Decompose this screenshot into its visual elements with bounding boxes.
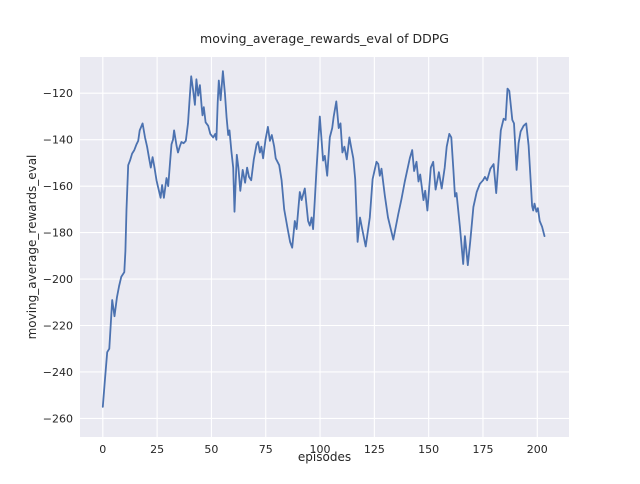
y-tick-label: −120: [43, 87, 73, 100]
x-tick-label: 200: [527, 443, 548, 456]
y-axis-label: moving_average_rewards_eval: [25, 154, 39, 340]
x-tick-label: 25: [150, 443, 164, 456]
y-tick-label: −180: [43, 227, 73, 240]
x-tick-label: 150: [418, 443, 439, 456]
x-tick-label: 75: [259, 443, 273, 456]
x-tick-label: 50: [204, 443, 218, 456]
x-tick-label: 175: [472, 443, 493, 456]
x-tick-label: 100: [310, 443, 331, 456]
y-tick-label: −200: [43, 273, 73, 286]
axes-background: [80, 57, 569, 437]
x-axis-label: episodes: [297, 450, 352, 464]
y-tick-label: −160: [43, 180, 73, 193]
x-tick-label: 125: [364, 443, 385, 456]
x-tick-label: 0: [99, 443, 106, 456]
y-tick-label: −220: [43, 320, 73, 333]
y-tick-label: −140: [43, 134, 73, 147]
y-tick-label: −240: [43, 366, 73, 379]
y-tick-label: −260: [43, 412, 73, 425]
chart-title: moving_average_rewards_eval of DDPG: [200, 31, 449, 46]
data-line: [101, 70, 546, 408]
